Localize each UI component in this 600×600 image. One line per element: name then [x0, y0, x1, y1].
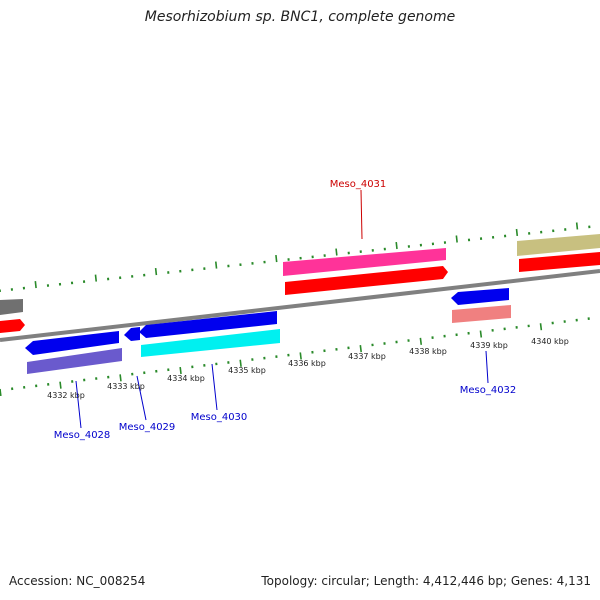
leader-meso4032 — [485, 350, 489, 384]
scale-label: 4334 kbp — [167, 374, 205, 383]
feature-slateblue-meso4028[interactable] — [27, 348, 122, 374]
gene-label-meso4029[interactable]: Meso_4029 — [119, 422, 176, 433]
major-tick — [154, 268, 158, 276]
major-tick — [419, 337, 423, 345]
scale-label: 4338 kbp — [409, 347, 447, 356]
scale-label: 4340 kbp — [531, 337, 569, 346]
major-tick — [299, 352, 302, 360]
feature-cyan-meso4030[interactable] — [141, 329, 280, 357]
genome-backbone — [0, 269, 600, 342]
scale-label: 4332 kbp — [47, 391, 85, 400]
major-tick — [395, 241, 398, 250]
forward-scale-ticks — [0, 222, 591, 292]
major-tick — [34, 281, 37, 289]
gene-label-meso4032[interactable]: Meso_4032 — [460, 385, 517, 396]
reverse-features — [25, 288, 511, 374]
major-tick — [575, 222, 579, 230]
genome-title: Mesorhizobium sp. BNC1, complete genome — [144, 9, 456, 25]
scale-label: 4339 kbp — [470, 341, 508, 350]
major-tick — [0, 388, 2, 397]
scale-label: 4337 kbp — [348, 352, 386, 361]
leader-meso4031 — [360, 189, 363, 240]
major-tick — [239, 359, 242, 367]
reverse-scale-ticks — [0, 317, 590, 397]
forward-features — [0, 234, 600, 333]
feature-blue-meso4029[interactable] — [124, 327, 140, 341]
scale-label: 4336 kbp — [288, 359, 326, 368]
gene-label-meso4030[interactable]: Meso_4030 — [191, 412, 248, 423]
major-tick — [455, 235, 458, 243]
gene-label-meso4028[interactable]: Meso_4028 — [54, 430, 111, 441]
feature-gray[interactable] — [0, 299, 23, 315]
feature-salmon-meso4032[interactable] — [452, 305, 511, 323]
feature-red-right[interactable] — [519, 252, 600, 272]
feature-blue-meso4030[interactable] — [139, 311, 277, 338]
major-tick — [275, 254, 278, 263]
major-tick — [119, 374, 122, 382]
major-tick — [515, 228, 519, 237]
leader-meso4030 — [211, 363, 218, 411]
major-tick — [335, 248, 338, 256]
feature-red-left[interactable] — [0, 319, 25, 333]
major-tick — [179, 366, 182, 375]
feature-red-meso4031[interactable] — [285, 266, 448, 295]
feature-magenta-meso4031[interactable] — [283, 248, 446, 276]
major-tick — [479, 330, 483, 338]
scale-label: 4335 kbp — [228, 366, 266, 375]
major-tick — [94, 274, 98, 282]
major-tick — [59, 381, 62, 389]
major-tick — [539, 323, 543, 331]
major-tick — [214, 261, 218, 269]
major-tick — [359, 345, 362, 353]
accession-text: Accession: NC_008254 — [9, 574, 146, 588]
scale-label: 4333 kbp — [107, 382, 145, 391]
feature-blue-meso4028[interactable] — [25, 331, 119, 355]
gene-leaders — [75, 189, 489, 429]
genome-summary-text: Topology: circular; Length: 4,412,446 bp… — [261, 574, 591, 588]
scale-labels: 4332 kbp 4333 kbp 4334 kbp 4335 kbp 4336… — [47, 337, 569, 400]
leader-meso4029 — [136, 375, 147, 421]
gene-label-meso4031[interactable]: Meso_4031 — [330, 179, 387, 190]
leader-meso4028 — [75, 380, 82, 429]
feature-khaki[interactable] — [517, 234, 600, 256]
feature-blue-meso4032[interactable] — [451, 288, 509, 305]
